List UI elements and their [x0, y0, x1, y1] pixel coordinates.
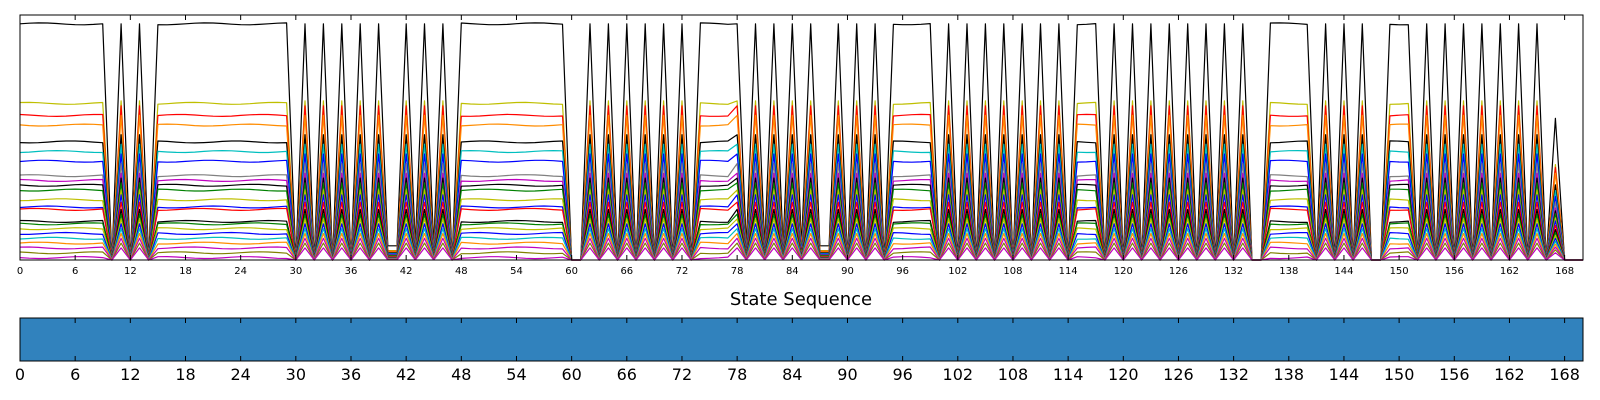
top-tick-label: 42: [400, 266, 413, 277]
state-sequence-frame: [19, 317, 1584, 362]
bottom-tick-label: 24: [230, 365, 250, 384]
top-tick-label: 72: [676, 266, 689, 277]
bottom-tick-label: 168: [1549, 365, 1580, 384]
bottom-tick-label: 126: [1163, 365, 1194, 384]
bottom-tick-label: 138: [1274, 365, 1305, 384]
line-chart-frame: [19, 14, 1584, 261]
top-tick-label: 24: [234, 266, 247, 277]
top-tick-label: 78: [731, 266, 744, 277]
top-tick-label: 48: [455, 266, 468, 277]
bottom-tick-label: 108: [998, 365, 1029, 384]
top-tick-label: 96: [896, 266, 909, 277]
bottom-tick-label: 30: [286, 365, 306, 384]
top-tick-label: 132: [1224, 266, 1243, 277]
top-tick-label: 102: [948, 266, 967, 277]
bottom-tick-label: 36: [341, 365, 361, 384]
bottom-tick-label: 162: [1494, 365, 1525, 384]
bottom-tick-label: 54: [506, 365, 526, 384]
state-layer: [20, 318, 1583, 361]
bottom-tick-label: 48: [451, 365, 471, 384]
bottom-tick-label: 66: [617, 365, 637, 384]
top-tick-label: 150: [1390, 266, 1409, 277]
bottom-tick-label: 6: [70, 365, 80, 384]
top-tick-label: 120: [1114, 266, 1133, 277]
top-tick-label: 156: [1445, 266, 1464, 277]
top-tick-label: 168: [1555, 266, 1574, 277]
bottom-tick-label: 84: [782, 365, 802, 384]
state-sequence-title: State Sequence: [730, 289, 872, 310]
bottom-x-ticks: 0 6 12 18 24 30 36 42 48 54 60 66 72 78 84 90 96 102 108 11…: [15, 318, 1580, 384]
top-tick-label: 90: [841, 266, 854, 277]
bottom-tick-label: 114: [1053, 365, 1084, 384]
state-sequence-panel: State Sequence 0 6 12 18 24 30 36 42 48 54 60 66 72 7…: [15, 289, 1584, 384]
top-tick-label: 138: [1279, 266, 1298, 277]
top-tick-label: 30: [289, 266, 302, 277]
bottom-tick-label: 90: [837, 365, 857, 384]
bottom-tick-label: 150: [1384, 365, 1415, 384]
bottom-tick-label: 42: [396, 365, 416, 384]
top-x-ticks: 0 6 12 18 24 30 36 42 48 54 60 66 72 78 84 90 96 102 108 11…: [17, 15, 1574, 277]
top-tick-label: 54: [510, 266, 523, 277]
top-tick-label: 0: [17, 266, 23, 277]
top-tick-label: 66: [620, 266, 633, 277]
bottom-tick-label: 144: [1329, 365, 1360, 384]
top-tick-label: 126: [1169, 266, 1188, 277]
bottom-tick-label: 120: [1108, 365, 1139, 384]
signal-line-chart: 0 6 12 18 24 30 36 42 48 54 60 66 72 78 84 90 96 102 108 11…: [17, 14, 1584, 277]
top-tick-label: 60: [565, 266, 578, 277]
top-tick-label: 108: [1003, 266, 1022, 277]
bottom-tick-label: 96: [892, 365, 912, 384]
state-block-1: [20, 318, 1583, 361]
top-tick-label: 12: [124, 266, 137, 277]
bottom-tick-label: 102: [943, 365, 974, 384]
top-tick-label: 36: [345, 266, 358, 277]
top-tick-label: 18: [179, 266, 192, 277]
top-tick-label: 6: [72, 266, 78, 277]
bottom-tick-label: 60: [561, 365, 581, 384]
bottom-tick-label: 72: [672, 365, 692, 384]
bottom-tick-label: 78: [727, 365, 747, 384]
bottom-tick-label: 18: [175, 365, 195, 384]
bottom-tick-label: 132: [1218, 365, 1249, 384]
top-tick-label: 162: [1500, 266, 1519, 277]
bottom-tick-label: 12: [120, 365, 140, 384]
top-tick-label: 144: [1334, 266, 1353, 277]
top-tick-label: 84: [786, 266, 799, 277]
bottom-tick-label: 156: [1439, 365, 1470, 384]
series-layer: [19, 22, 1583, 261]
top-tick-label: 114: [1059, 266, 1078, 277]
bottom-tick-label: 0: [15, 365, 25, 384]
